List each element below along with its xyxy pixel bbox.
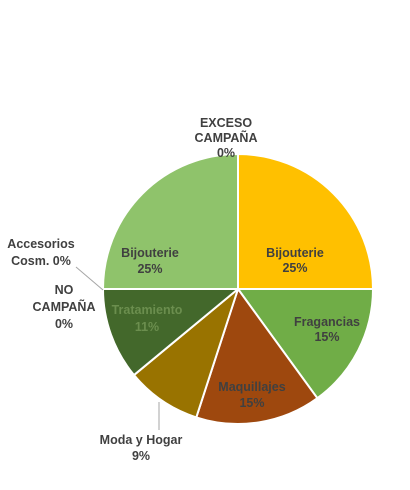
pie-slice-fragancias-2 xyxy=(237,288,374,400)
data-label-tratamiento-5: Tratamiento 11% xyxy=(112,303,183,334)
data-label-line: 0% xyxy=(55,317,73,331)
data-label-line: NO xyxy=(55,283,74,297)
data-label-line: Cosm. 0% xyxy=(11,254,71,268)
leader-lines xyxy=(75,266,160,430)
data-label-line: 15% xyxy=(239,396,264,410)
data-labels: EXCESO CAMPAÑA 0%Bijouterie 25%Fragancias 15… xyxy=(7,116,360,463)
data-label-moda-y-hogar-4: Moda y Hogar 9% xyxy=(100,433,183,463)
pie-slice-bijouterie-8 xyxy=(102,153,239,290)
data-label-line: 0% xyxy=(217,146,235,160)
data-label-line: EXCESO xyxy=(200,116,252,130)
data-label-line: 9% xyxy=(132,449,150,463)
data-label-line: 25% xyxy=(282,261,307,275)
data-label-line: 15% xyxy=(314,330,339,344)
data-label-bijouterie-1: Bijouterie 25% xyxy=(266,246,324,275)
data-label-line: Fragancias xyxy=(294,315,360,329)
data-label-accesorios-cosm-7: Accesorios Cosm. 0% xyxy=(7,237,74,268)
data-label-line: CAMPAÑA xyxy=(33,299,96,314)
pie-slice-bijouterie-1 xyxy=(237,153,374,290)
leader-line-accesorios-cosm xyxy=(75,266,104,291)
pie-slice-maquillajes-3 xyxy=(195,288,319,425)
data-label-bijouterie-8: Bijouterie 25% xyxy=(121,246,179,276)
data-label-maquillajes-3: Maquillajes 15% xyxy=(218,380,285,410)
data-label-line: 11% xyxy=(135,320,159,334)
data-label-no-campana-6: NO CAMPAÑA 0% xyxy=(33,283,96,331)
data-label-line: Tratamiento xyxy=(112,303,183,317)
pie-slices xyxy=(102,153,374,425)
data-label-line: Bijouterie xyxy=(121,246,179,260)
pie-slice-tratamiento-5 xyxy=(102,288,239,377)
data-label-line: 25% xyxy=(137,262,162,276)
data-label-line: Accesorios xyxy=(7,237,74,251)
data-label-exceso-campana-0: EXCESO CAMPAÑA 0% xyxy=(195,116,258,160)
data-label-line: Bijouterie xyxy=(266,246,324,260)
data-label-line: Moda y Hogar xyxy=(100,433,183,447)
data-label-fragancias-2: Fragancias 15% xyxy=(294,315,360,344)
data-label-line: CAMPAÑA xyxy=(195,130,258,145)
data-label-line: Maquillajes xyxy=(218,380,285,394)
